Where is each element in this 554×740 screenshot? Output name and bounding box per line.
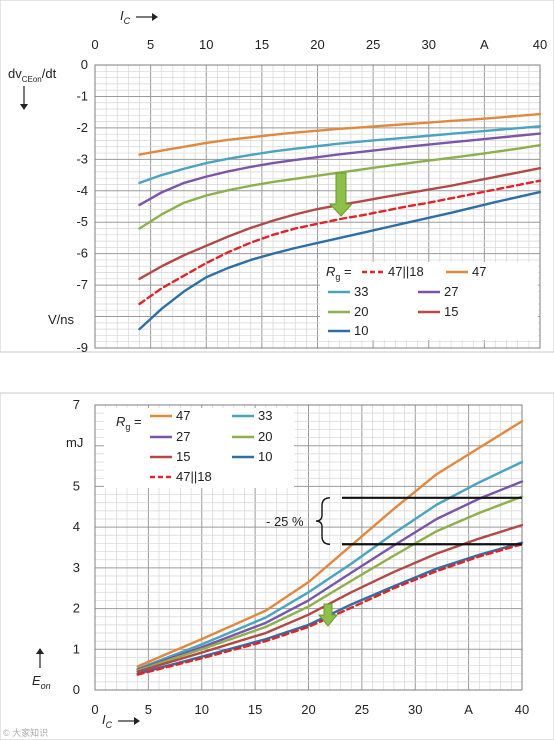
series-line-47 [138,112,542,156]
bottom-y-unit: mJ [66,435,83,450]
x-tick-label: 5 [147,37,154,52]
x-tick-label: 25 [366,37,380,52]
top-green-arrow [328,172,354,217]
top-legend-items: 47||18 47 33 27 20 15 10 [328,264,486,338]
dv-dt-chart: 0 5 10 15 20 25 30 A 40 0 -1 -2 -3 -4 -5 -6 -7 -9 IC dvC… [0,0,554,355]
y-tick-label: 1 [73,641,80,656]
bottom-ylabel: Eon [32,673,51,691]
legend-label: 10 [354,323,368,338]
y-tick-label: -5 [76,214,88,229]
top-ylabel-arrowhead [20,104,28,110]
legend-label: 47||18 [176,469,212,484]
curly-brace [315,497,331,545]
x-tick-label: 10 [195,702,209,717]
x-tick-label: 20 [310,37,324,52]
series-line-33 [136,460,524,671]
y-tick-label: -4 [76,183,88,198]
bottom-x-tick-labels: 0 5 10 15 20 25 30 A 40 [91,702,529,717]
eon-chart: 0 5 10 15 20 25 30 A 40 0 1 2 3 4 5 7 mJ Eon IC - 25 %… [0,392,554,740]
bottom-y-tick-labels: 0 1 2 3 4 5 7 [73,397,80,697]
legend-label: 27 [444,284,458,299]
legend-label: 27 [176,429,190,444]
bottom-xlabel: IC [102,712,113,730]
legend-label: 47 [472,264,486,279]
legend-label: 15 [176,449,190,464]
top-xlabel: IC [120,8,131,26]
x-tick-label: 40 [533,37,547,52]
series-line-27 [136,480,524,671]
x-tick-label: 20 [301,702,315,717]
x-tick-label: 25 [355,702,369,717]
x-tick-label: A [464,702,473,717]
y-tick-label: -3 [76,151,88,166]
x-tick-label: 0 [91,702,98,717]
x-tick-label: 30 [422,37,436,52]
x-tick-label: 15 [248,702,262,717]
y-tick-label: 4 [73,519,80,534]
y-tick-label: -6 [76,246,88,261]
y-tick-label: 0 [81,57,88,72]
top-y-tick-labels: 0 -1 -2 -3 -4 -5 -6 -7 -9 [76,57,88,355]
bottom-legend-items: 47 33 27 20 15 10 47||18 [150,408,272,484]
bottom-xlabel-arrowhead [134,717,140,725]
y-tick-label: -9 [76,340,88,355]
top-x-tick-labels: 0 5 10 15 20 25 30 A 40 [91,37,547,52]
y-tick-label: -2 [76,120,88,135]
reduction-annotation: - 25 % [266,514,304,529]
top-ylabel: dvCEon/dt [8,66,57,84]
bottom-legend-box [104,408,294,488]
bottom-green-arrow [317,603,339,627]
series-line-10 [138,190,542,331]
top-legend-box [320,262,538,340]
top-xlabel-arrowhead [152,13,158,21]
top-legend-title: Rg = [326,264,352,282]
legend-label: 33 [354,284,368,299]
bottom-ylabel-arrowhead [36,648,44,654]
top-plot-border [94,64,541,349]
top-legend: Rg = 47||18 47 33 27 20 15 10 [320,262,538,340]
series-line-27 [138,132,542,207]
bottom-legend-title: Rg = [116,414,142,432]
y-tick-label: 2 [73,601,80,616]
bottom-legend: Rg = 47 33 27 20 15 10 47||18 [104,408,294,488]
y-tick-label: 0 [73,682,80,697]
series-line-10 [136,541,524,675]
x-tick-label: 5 [145,702,152,717]
legend-label: 33 [258,408,272,423]
series-line-47pp18 [138,179,542,306]
x-tick-label: A [480,37,489,52]
x-tick-label: 30 [408,702,422,717]
legend-label: 10 [258,449,272,464]
series-line-33 [138,125,542,185]
series-line-47 [136,420,524,668]
top-y-unit: V/ns [48,312,75,327]
watermark: © 大家知识 [3,727,48,738]
y-tick-label: 3 [73,560,80,575]
legend-label: 20 [258,429,272,444]
legend-label: 15 [444,304,458,319]
series-line-20 [136,495,524,672]
bottom-plot-border [94,404,523,691]
series-line-47pp18 [136,543,524,676]
reduction-bracket [315,496,522,546]
bottom-series-lines [136,420,524,676]
x-tick-label: 15 [255,37,269,52]
y-tick-label: -1 [76,88,88,103]
legend-label: 47||18 [388,264,424,279]
x-tick-label: 0 [91,37,98,52]
y-tick-label: -7 [76,277,88,292]
legend-label: 47 [176,408,190,423]
y-tick-label: 7 [73,397,80,412]
legend-label: 20 [354,304,368,319]
x-tick-label: 40 [515,702,529,717]
y-tick-label: 5 [73,478,80,493]
x-tick-label: 10 [199,37,213,52]
